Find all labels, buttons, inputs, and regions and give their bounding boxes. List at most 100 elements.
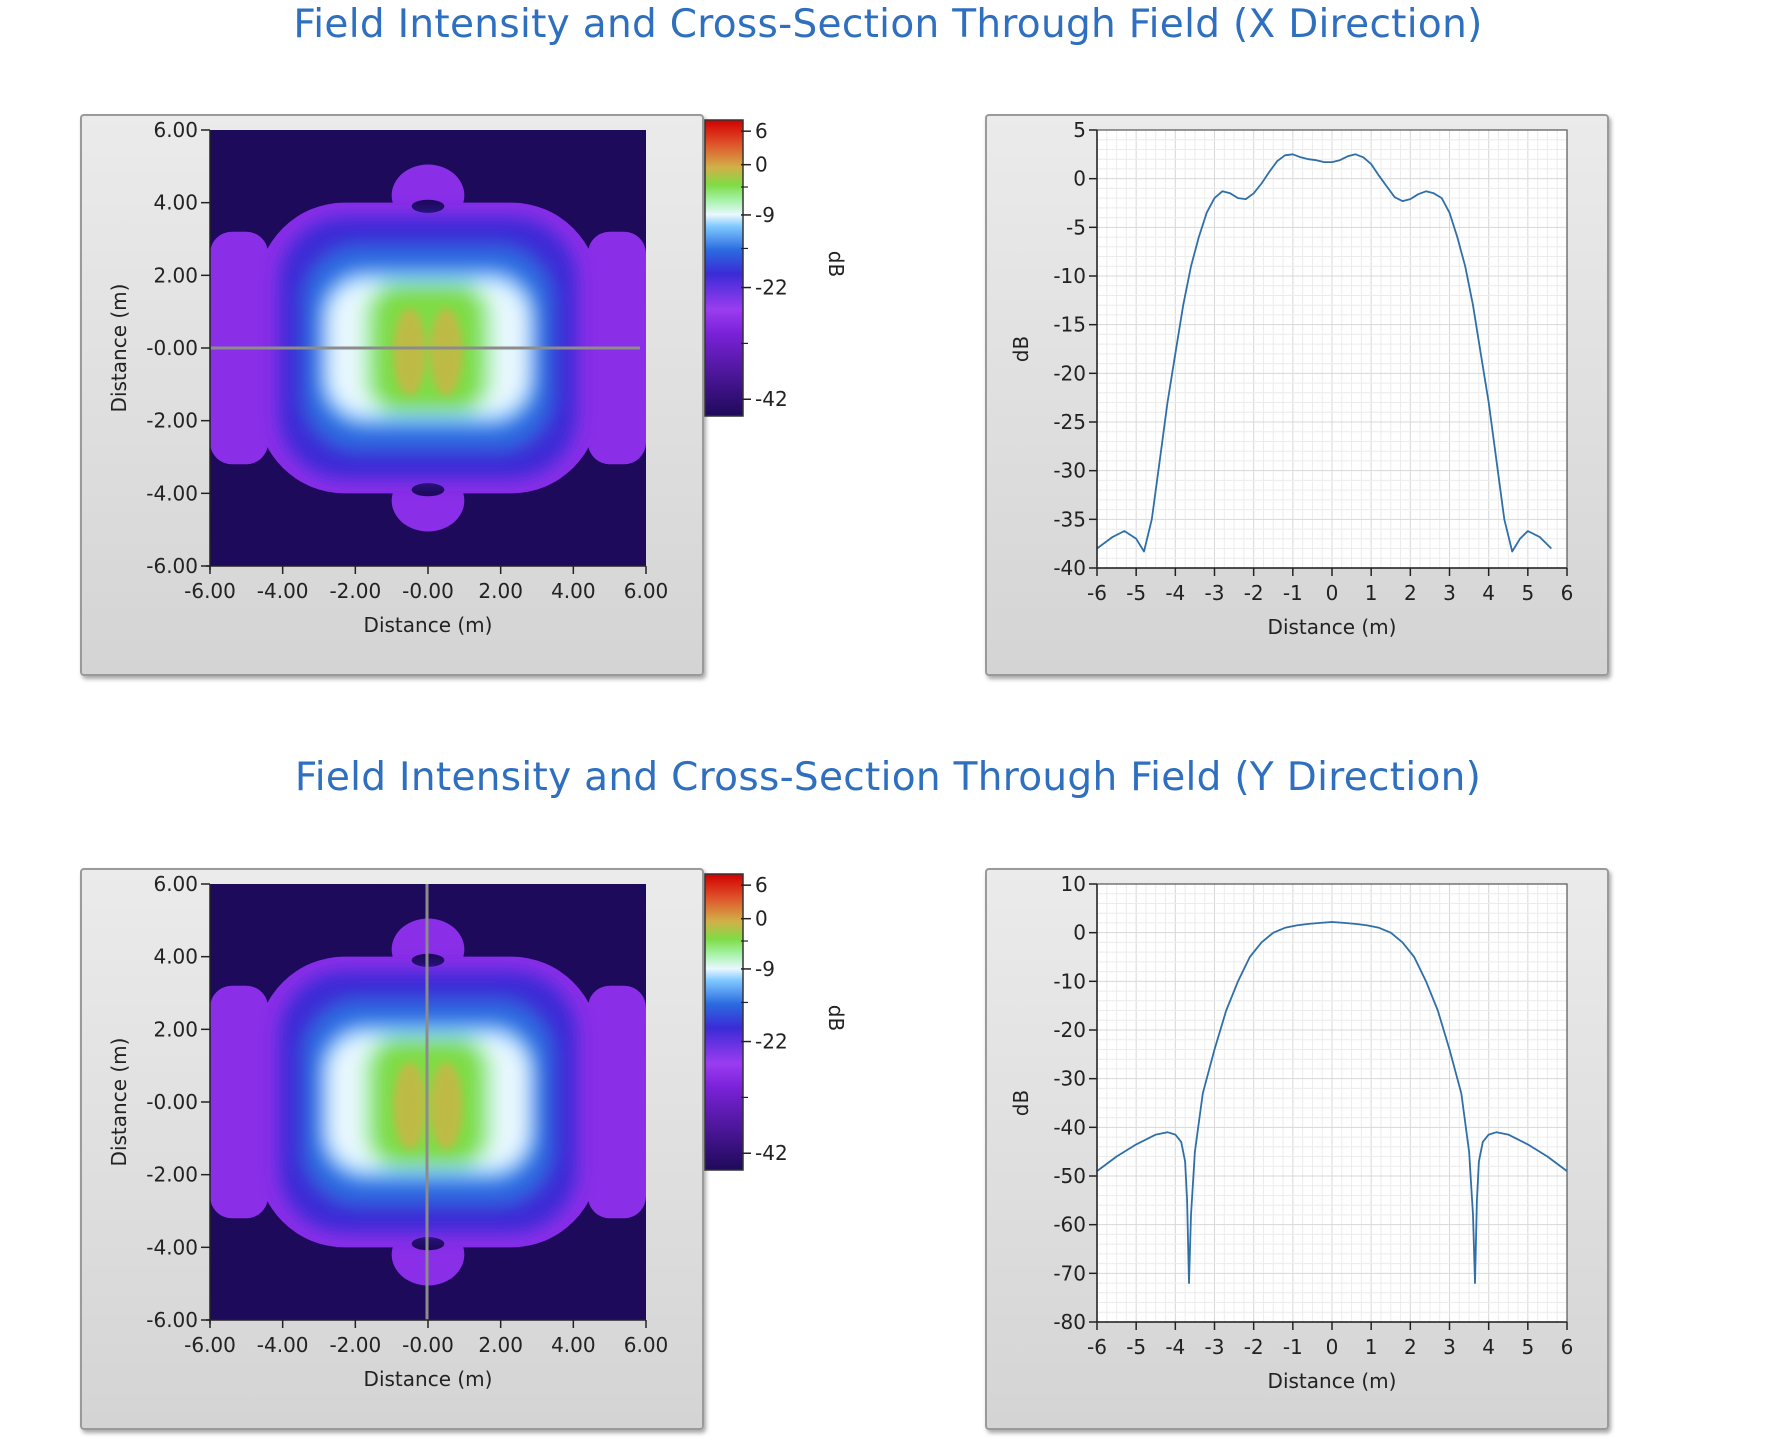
x-tick-label: -2.00: [329, 579, 381, 603]
cross-section-chart-y[interactable]: -6 -5 -4 -3 -2 -1 0 1 2 3 4 5 6100-10-20-30-40-50-60…: [987, 870, 1607, 1428]
x-tick-label: -4.00: [257, 579, 309, 603]
x-tick-label: 6: [1561, 581, 1574, 605]
colorbar-tick-label: -22: [755, 276, 788, 300]
x-tick-label: 5: [1521, 581, 1534, 605]
data-line[interactable]: [1096, 921, 1568, 1284]
intensity-map-x[interactable]: -6.00 -4.00 -2.00 -0.00 2.00 4.00 6.00 6.00 4.00…: [82, 116, 848, 674]
heatmap-peaks: [393, 1062, 463, 1150]
y-tick-label: -15: [1053, 313, 1086, 337]
data-line[interactable]: [1096, 153, 1552, 553]
y-tick-label: -4.00: [146, 1235, 198, 1259]
section-title-x: Field Intensity and Cross-Section Throug…: [293, 2, 1483, 47]
intensity-map-panel-y: -6.00 -4.00 -2.00 -0.00 2.00 4.00 6.00 6.00 4.00…: [80, 868, 848, 1430]
cross-section-chart-x[interactable]: -6 -5 -4 -3 -2 -1 0 1 2 3 4 5 650-5-10-15-20-25-30-3…: [987, 116, 1607, 674]
x-tick-label: 3: [1443, 1335, 1456, 1359]
y-tick-label: -0.00: [146, 1090, 198, 1114]
colorbar-tick-label: -42: [755, 1141, 788, 1165]
y-axis-title: Distance (m): [107, 1038, 131, 1167]
x-tick-label: 4: [1482, 581, 1495, 605]
colorbar-tick-label: 0: [755, 153, 768, 177]
y-tick-label: 6.00: [153, 872, 198, 896]
colorbar-tick-label: -22: [755, 1030, 788, 1054]
y-axis-title: dB: [1009, 336, 1033, 362]
x-tick-label: 3: [1443, 581, 1456, 605]
heatmap-peak-left: [393, 1062, 427, 1150]
x-tick-label: 1: [1365, 1335, 1378, 1359]
y-tick-label: -80: [1053, 1310, 1086, 1334]
x-axis-title: Distance (m): [364, 1367, 493, 1391]
x-axis-title: Distance (m): [1268, 615, 1397, 639]
y-tick-label: -6.00: [146, 554, 198, 578]
heatmap-top-null: [411, 199, 445, 213]
colorbar-tick-label: 0: [755, 907, 768, 931]
intensity-map-y[interactable]: -6.00 -4.00 -2.00 -0.00 2.00 4.00 6.00 6.00 4.00…: [82, 870, 848, 1428]
x-tick-label: -6.00: [184, 1333, 236, 1357]
x-tick-label: -2: [1244, 581, 1264, 605]
x-tick-label: 2: [1404, 1335, 1417, 1359]
cross-section-panel-x: -6 -5 -4 -3 -2 -1 0 1 2 3 4 5 6 5 0 -5 -10 -15 -20 -25 -30 -3…: [985, 114, 1609, 676]
heatmap-bottom-null: [411, 483, 445, 497]
x-tick-label: 6: [1561, 1335, 1574, 1359]
grid: [1096, 129, 1568, 569]
y-tick-label: -70: [1053, 1261, 1086, 1285]
colorbar[interactable]: [704, 119, 744, 417]
y-tick-label: -4.00: [146, 481, 198, 505]
colorbar-tick-label: -9: [755, 203, 775, 227]
x-tick-label: -6.00: [184, 579, 236, 603]
x-axis-title: Distance (m): [364, 613, 493, 637]
y-tick-label: 2.00: [153, 1017, 198, 1041]
intensity-map-panel-x: -6.00 -4.00 -2.00 -0.00 2.00 4.00 6.00 6.00 4.00…: [80, 114, 848, 676]
x-tick-label: 6.00: [624, 579, 669, 603]
colorbar-tick-label: 6: [755, 873, 768, 897]
heatmap-side-lobe-left: [210, 985, 269, 1219]
y-tick-label: -10: [1053, 264, 1086, 288]
heatmap-side-lobe-right: [587, 985, 646, 1219]
x-tick-label: -2.00: [329, 1333, 381, 1357]
y-tick-label: -2.00: [146, 409, 198, 433]
x-tick-label: 4.00: [551, 1333, 596, 1357]
x-tick-label: 2.00: [478, 579, 523, 603]
colorbar-tick-label: -42: [755, 387, 788, 411]
x-axis-title: Distance (m): [1268, 1369, 1397, 1393]
heatmap-peak-right: [429, 308, 463, 396]
cross-section-panel-y: -6 -5 -4 -3 -2 -1 0 1 2 3 4 5 6 10 0 -10 -20 -30 -40 -50 -60…: [985, 868, 1609, 1430]
x-tick-label: 5: [1521, 1335, 1534, 1359]
y-tick-label: -25: [1053, 410, 1086, 434]
x-tick-label: 2: [1404, 581, 1417, 605]
y-tick-label: -60: [1053, 1213, 1086, 1237]
y-tick-label: -20: [1053, 361, 1086, 385]
x-tick-label: -6: [1087, 581, 1107, 605]
x-tick-label: 4.00: [551, 579, 596, 603]
grid: [1096, 883, 1568, 1323]
y-tick-label: -35: [1053, 507, 1086, 531]
y-tick-label: 0: [1073, 921, 1086, 945]
y-tick-label: 2.00: [153, 263, 198, 287]
heatmap-peaks: [393, 308, 463, 396]
x-tick-label: 1: [1365, 581, 1378, 605]
y-tick-label: -40: [1053, 556, 1086, 580]
y-tick-label: -5: [1066, 215, 1086, 239]
y-axis-title: dB: [1009, 1090, 1033, 1116]
colorbar-tick-label: 6: [755, 119, 768, 143]
colorbar[interactable]: [704, 873, 744, 1171]
x-tick-label: -5: [1126, 581, 1146, 605]
y-tick-label: -10: [1053, 969, 1086, 993]
y-tick-label: -30: [1053, 1067, 1086, 1091]
y-tick-label: -2.00: [146, 1163, 198, 1187]
x-tick-label: 0: [1326, 581, 1339, 605]
x-tick-label: -6: [1087, 1335, 1107, 1359]
x-tick-label: -0.00: [402, 579, 454, 603]
x-tick-label: -4: [1165, 1335, 1185, 1359]
section-title-y: Field Intensity and Cross-Section Throug…: [294, 755, 1482, 800]
y-tick-label: 5: [1073, 118, 1086, 142]
y-tick-label: 10: [1061, 872, 1086, 896]
x-tick-label: 6.00: [624, 1333, 669, 1357]
y-tick-label: -20: [1053, 1018, 1086, 1042]
heatmap-peak-left: [393, 308, 427, 396]
y-tick-label: -30: [1053, 459, 1086, 483]
y-tick-label: 0: [1073, 167, 1086, 191]
colorbar-tick-label: -9: [755, 957, 775, 981]
x-tick-label: 0: [1326, 1335, 1339, 1359]
x-tick-label: -5: [1126, 1335, 1146, 1359]
x-tick-label: -2: [1244, 1335, 1264, 1359]
